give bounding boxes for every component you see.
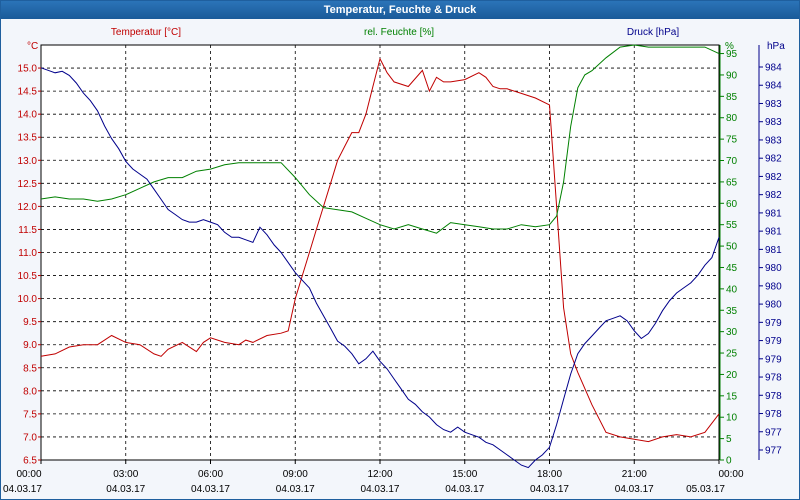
temp-tick-label: 8.5 bbox=[23, 363, 37, 374]
pressure-unit: hPa bbox=[767, 41, 785, 52]
temp-tick-label: 14.5 bbox=[18, 87, 38, 98]
temp-tick-label: 6.5 bbox=[23, 456, 37, 467]
temp-tick-label: 12.0 bbox=[18, 202, 38, 213]
temp-tick-label: 13.5 bbox=[18, 133, 38, 144]
temp-tick-label: 14.0 bbox=[18, 110, 38, 121]
x-tick-date: 04.03.17 bbox=[361, 484, 400, 495]
pressure-tick-label: 977 bbox=[765, 446, 782, 457]
pressure-tick-label: 978 bbox=[765, 373, 782, 384]
temp-tick-label: 15.0 bbox=[18, 64, 38, 75]
humidity-tick-label: 85 bbox=[726, 92, 738, 103]
humidity-tick-label: 75 bbox=[726, 135, 738, 146]
humidity-unit: % bbox=[725, 41, 734, 52]
series-line-temp bbox=[40, 57, 720, 443]
x-tick-time: 00:00 bbox=[718, 469, 743, 480]
humidity-tick-label: 70 bbox=[726, 156, 738, 167]
humidity-tick-label: 80 bbox=[726, 113, 738, 124]
temp-tick-label: 11.5 bbox=[18, 225, 37, 236]
humidity-tick-label: 20 bbox=[726, 370, 738, 381]
x-tick-time: 00:00 bbox=[16, 469, 41, 480]
humidity-axis: 0 5 10 15 20 25 30 35 40 45 50 55 60 65 70 75 80 85 90 95 bbox=[719, 45, 738, 467]
temp-tick-label: 7.0 bbox=[23, 432, 37, 443]
x-tick-date: 04.03.17 bbox=[445, 484, 484, 495]
x-tick-time: 21:00 bbox=[622, 469, 647, 480]
series-lines bbox=[40, 44, 720, 469]
pressure-tick-label: 981 bbox=[765, 208, 782, 219]
x-tick-time: 18:00 bbox=[537, 469, 562, 480]
humidity-tick-label: 10 bbox=[726, 413, 738, 424]
pressure-tick-label: 979 bbox=[765, 354, 782, 365]
x-tick-time: 12:00 bbox=[367, 469, 392, 480]
temp-tick-label: 11.0 bbox=[18, 248, 37, 259]
humidity-tick-label: 45 bbox=[726, 263, 738, 274]
pressure-tick-label: 981 bbox=[765, 227, 782, 238]
pressure-tick-label: 978 bbox=[765, 391, 782, 402]
x-tick-time: 03:00 bbox=[113, 469, 138, 480]
pressure-tick-label: 984 bbox=[765, 63, 782, 74]
x-tick-time: 06:00 bbox=[198, 469, 223, 480]
temp-tick-label: 10.0 bbox=[18, 294, 38, 305]
pressure-tick-label: 984 bbox=[765, 81, 782, 92]
humidity-axis-label: rel. Feuchte [%] bbox=[364, 27, 434, 38]
humidity-tick-label: 60 bbox=[726, 199, 738, 210]
pressure-tick-label: 982 bbox=[765, 154, 782, 165]
temp-axis: 6.5 7.0 7.5 8.0 8.5 9.0 9.5 10.0 10.5 11.0 11.5 12.… bbox=[18, 64, 41, 467]
humidity-tick-label: 55 bbox=[726, 220, 738, 231]
x-tick-date: 04.03.17 bbox=[3, 484, 42, 495]
pressure-axis-label: Druck [hPa] bbox=[627, 27, 679, 38]
pressure-tick-label: 979 bbox=[765, 318, 782, 329]
temp-tick-label: 9.0 bbox=[23, 340, 37, 351]
pressure-tick-label: 980 bbox=[765, 300, 782, 311]
humidity-tick-label: 0 bbox=[726, 456, 732, 467]
temp-tick-label: 9.5 bbox=[23, 317, 37, 328]
humidity-tick-label: 35 bbox=[726, 306, 738, 317]
temp-tick-label: 12.5 bbox=[18, 179, 38, 190]
x-tick-date: 04.03.17 bbox=[191, 484, 230, 495]
pressure-tick-label: 980 bbox=[765, 281, 782, 292]
x-tick-date: 04.03.17 bbox=[276, 484, 315, 495]
humidity-tick-label: 95 bbox=[726, 49, 738, 60]
humidity-tick-label: 65 bbox=[726, 177, 738, 188]
pressure-axis: 977 977 978 978 978 979 979 979 980 980 980 981 981 9… bbox=[758, 45, 782, 460]
humidity-tick-label: 30 bbox=[726, 327, 738, 338]
temp-tick-label: 7.5 bbox=[23, 409, 37, 420]
temp-unit: °C bbox=[27, 41, 38, 52]
x-tick-date: 04.03.17 bbox=[530, 484, 569, 495]
temp-tick-label: 10.5 bbox=[18, 271, 38, 282]
temp-axis-label: Temperatur [°C] bbox=[111, 27, 181, 38]
pressure-tick-label: 983 bbox=[765, 135, 782, 146]
humidity-tick-label: 90 bbox=[726, 70, 738, 81]
x-tick-date: 05.03.17 bbox=[686, 484, 725, 495]
temp-tick-label: 13.0 bbox=[18, 156, 38, 167]
pressure-tick-label: 981 bbox=[765, 245, 782, 256]
pressure-tick-label: 980 bbox=[765, 263, 782, 274]
pressure-tick-label: 978 bbox=[765, 409, 782, 420]
pressure-tick-label: 982 bbox=[765, 172, 782, 183]
chart-title: Temperatur, Feuchte & Druck bbox=[1, 1, 799, 19]
pressure-tick-label: 983 bbox=[765, 117, 782, 128]
humidity-tick-label: 50 bbox=[726, 242, 738, 253]
x-tick-date: 04.03.17 bbox=[106, 484, 145, 495]
pressure-tick-label: 983 bbox=[765, 99, 782, 110]
temp-tick-label: 8.0 bbox=[23, 386, 37, 397]
grid bbox=[41, 45, 719, 460]
x-tick-date: 04.03.17 bbox=[615, 484, 654, 495]
series-line-humidity bbox=[40, 44, 720, 234]
series-line-pressure bbox=[40, 67, 720, 469]
chart: Temperatur [°C] rel. Feuchte [%] Druck [… bbox=[3, 27, 785, 495]
x-tick-time: 09:00 bbox=[283, 469, 308, 480]
humidity-tick-label: 25 bbox=[726, 349, 738, 360]
pressure-tick-label: 982 bbox=[765, 190, 782, 201]
pressure-tick-label: 977 bbox=[765, 427, 782, 438]
x-axis: 00:00 04.03.17 03:00 04.03.17 06:00 04.03.17 0… bbox=[3, 460, 744, 495]
pressure-tick-label: 979 bbox=[765, 336, 782, 347]
humidity-tick-label: 15 bbox=[726, 391, 738, 402]
humidity-tick-label: 5 bbox=[726, 434, 732, 445]
x-tick-time: 15:00 bbox=[452, 469, 477, 480]
humidity-tick-label: 40 bbox=[726, 284, 738, 295]
